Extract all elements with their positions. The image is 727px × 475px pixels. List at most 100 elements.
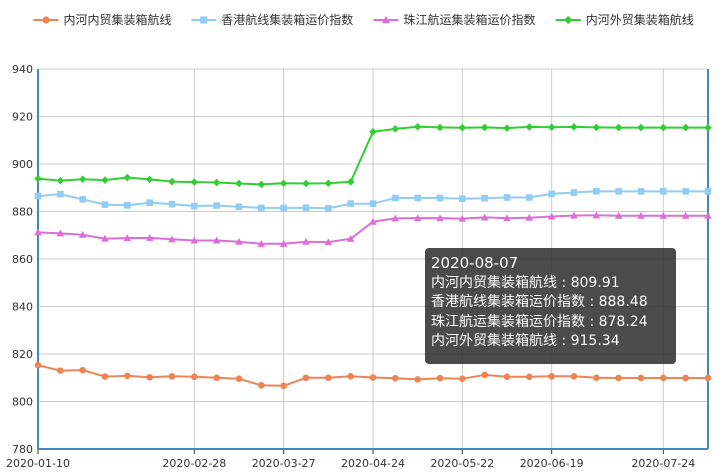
data-point[interactable] xyxy=(615,374,622,382)
data-point[interactable] xyxy=(123,173,132,182)
data-point[interactable] xyxy=(570,189,578,196)
legend-marker[interactable] xyxy=(200,16,208,24)
legend-marker[interactable] xyxy=(564,15,573,25)
data-point[interactable] xyxy=(302,237,310,245)
data-point[interactable] xyxy=(682,188,689,195)
data-point[interactable] xyxy=(302,204,310,211)
data-point[interactable] xyxy=(614,123,623,132)
data-point[interactable] xyxy=(503,194,511,201)
data-point[interactable] xyxy=(659,123,668,132)
legend-item-3[interactable]: 珠江航运集装箱运价指数 xyxy=(373,12,536,27)
data-point[interactable] xyxy=(79,196,86,203)
data-point[interactable] xyxy=(78,175,87,183)
data-point[interactable] xyxy=(257,180,266,189)
data-point[interactable] xyxy=(548,190,555,198)
data-point[interactable] xyxy=(168,200,176,208)
data-point[interactable] xyxy=(212,236,221,244)
data-point[interactable] xyxy=(235,203,243,211)
data-point[interactable] xyxy=(347,200,354,207)
data-point[interactable] xyxy=(190,178,199,186)
data-point[interactable] xyxy=(56,176,65,185)
data-point[interactable] xyxy=(235,375,243,383)
data-point[interactable] xyxy=(123,234,132,242)
data-point[interactable] xyxy=(369,200,377,207)
data-point[interactable] xyxy=(235,179,243,188)
data-point[interactable] xyxy=(347,373,354,380)
data-point[interactable] xyxy=(391,125,400,133)
data-point[interactable] xyxy=(391,214,400,222)
data-point[interactable] xyxy=(190,236,199,244)
data-point[interactable] xyxy=(459,375,466,383)
data-point[interactable] xyxy=(101,373,109,380)
data-point[interactable] xyxy=(480,213,489,221)
data-point[interactable] xyxy=(302,179,310,188)
data-point[interactable] xyxy=(145,175,154,184)
data-point[interactable] xyxy=(436,374,444,382)
data-point[interactable] xyxy=(637,123,645,132)
data-point[interactable] xyxy=(637,374,645,382)
data-point[interactable] xyxy=(570,211,578,219)
data-point[interactable] xyxy=(458,123,467,132)
data-point[interactable] xyxy=(547,212,556,220)
data-point[interactable] xyxy=(302,374,310,382)
data-point[interactable] xyxy=(258,204,265,212)
data-point[interactable] xyxy=(481,371,488,379)
data-point[interactable] xyxy=(570,123,578,131)
data-point[interactable] xyxy=(414,194,421,202)
data-point[interactable] xyxy=(101,176,109,184)
data-point[interactable] xyxy=(481,194,488,202)
data-point[interactable] xyxy=(346,178,355,186)
data-point[interactable] xyxy=(593,374,600,382)
data-point[interactable] xyxy=(369,374,377,381)
data-point[interactable] xyxy=(124,372,131,380)
data-point[interactable] xyxy=(369,127,377,136)
data-point[interactable] xyxy=(413,122,422,131)
data-point[interactable] xyxy=(614,211,623,219)
data-point[interactable] xyxy=(324,179,333,188)
data-point[interactable] xyxy=(235,237,243,245)
data-point[interactable] xyxy=(57,367,64,374)
data-point[interactable] xyxy=(503,214,511,222)
data-point[interactable] xyxy=(168,177,176,186)
data-point[interactable] xyxy=(146,199,153,207)
data-point[interactable] xyxy=(547,123,556,131)
data-point[interactable] xyxy=(503,373,511,381)
data-point[interactable] xyxy=(346,235,355,242)
data-point[interactable] xyxy=(257,240,266,247)
data-point[interactable] xyxy=(570,373,578,380)
data-point[interactable] xyxy=(34,228,42,236)
data-point[interactable] xyxy=(191,373,198,381)
data-point[interactable] xyxy=(525,123,534,131)
data-point[interactable] xyxy=(414,376,421,383)
data-point[interactable] xyxy=(480,123,489,132)
data-point[interactable] xyxy=(213,374,220,382)
data-point[interactable] xyxy=(78,230,87,238)
data-point[interactable] xyxy=(145,234,154,241)
data-point[interactable] xyxy=(436,123,444,132)
data-point[interactable] xyxy=(660,374,667,382)
data-point[interactable] xyxy=(57,190,64,198)
data-point[interactable] xyxy=(458,214,467,222)
data-point[interactable] xyxy=(526,373,533,381)
legend-item-1[interactable]: 内河内贸集装箱航线 xyxy=(33,12,172,27)
data-point[interactable] xyxy=(704,123,712,132)
data-point[interactable] xyxy=(258,382,265,389)
legend-item-2[interactable]: 香港航线集装箱运价指数 xyxy=(191,12,353,27)
data-point[interactable] xyxy=(79,366,86,374)
data-point[interactable] xyxy=(168,373,176,380)
data-point[interactable] xyxy=(146,373,153,381)
data-point[interactable] xyxy=(280,204,287,212)
data-point[interactable] xyxy=(280,382,287,390)
legend[interactable]: 内河内贸集装箱航线 香港航线集装箱运价指数 珠江航运集装箱运价指数 内河外贸集装箱航线 xyxy=(33,12,694,27)
data-point[interactable] xyxy=(704,374,712,382)
legend-marker[interactable] xyxy=(42,16,50,24)
data-point[interactable] xyxy=(592,211,601,219)
data-point[interactable] xyxy=(548,373,555,380)
data-point[interactable] xyxy=(592,123,601,132)
data-point[interactable] xyxy=(325,205,332,212)
data-point[interactable] xyxy=(681,123,690,132)
data-point[interactable] xyxy=(593,188,600,195)
data-point[interactable] xyxy=(659,211,668,219)
data-point[interactable] xyxy=(34,174,42,183)
data-point[interactable] xyxy=(637,211,645,219)
